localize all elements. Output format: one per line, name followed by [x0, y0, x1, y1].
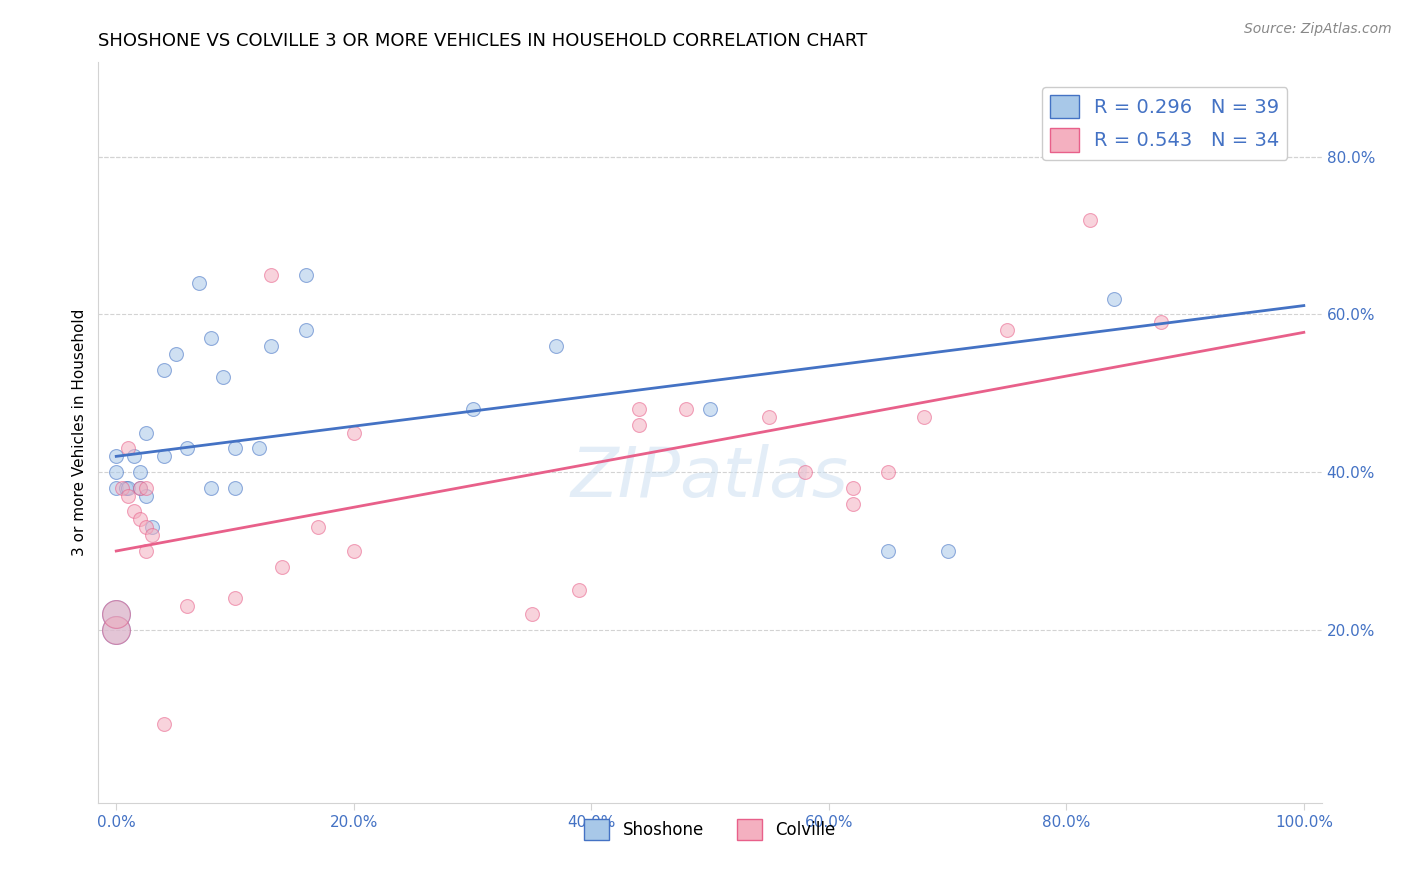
Point: [295, 268, 318, 282]
Point: [936, 543, 959, 558]
Point: [758, 409, 780, 424]
Point: [176, 599, 198, 613]
Point: [627, 417, 650, 432]
Point: [111, 481, 134, 495]
Point: [544, 339, 567, 353]
Point: [152, 362, 174, 376]
Point: [122, 504, 145, 518]
Point: [259, 268, 281, 282]
Text: Source: ZipAtlas.com: Source: ZipAtlas.com: [1244, 22, 1392, 37]
Point: [135, 520, 157, 534]
Point: [129, 481, 152, 495]
Point: [135, 425, 157, 440]
Point: [117, 481, 139, 495]
Y-axis label: 3 or more Vehicles in Household: 3 or more Vehicles in Household: [72, 309, 87, 557]
Point: [212, 370, 235, 384]
Point: [141, 528, 163, 542]
Point: [105, 607, 128, 621]
Point: [135, 481, 157, 495]
Point: [343, 543, 366, 558]
Point: [152, 717, 174, 731]
Point: [841, 496, 863, 510]
Point: [224, 442, 246, 456]
Point: [912, 409, 935, 424]
Point: [224, 481, 246, 495]
Point: [295, 323, 318, 337]
Point: [307, 520, 329, 534]
Point: [122, 449, 145, 463]
Text: SHOSHONE VS COLVILLE 3 OR MORE VEHICLES IN HOUSEHOLD CORRELATION CHART: SHOSHONE VS COLVILLE 3 OR MORE VEHICLES …: [98, 32, 868, 50]
Point: [117, 489, 139, 503]
Point: [841, 481, 863, 495]
Point: [105, 449, 128, 463]
Point: [105, 481, 128, 495]
Point: [271, 559, 294, 574]
Point: [114, 481, 136, 495]
Point: [129, 481, 152, 495]
Point: [200, 481, 222, 495]
Point: [200, 331, 222, 345]
Legend: Shoshone, Colville: Shoshone, Colville: [578, 813, 842, 847]
Point: [135, 489, 157, 503]
Point: [105, 465, 128, 479]
Point: [247, 442, 270, 456]
Point: [259, 339, 281, 353]
Point: [188, 276, 211, 290]
Point: [520, 607, 543, 621]
Point: [176, 442, 198, 456]
Point: [1102, 292, 1125, 306]
Point: [461, 402, 484, 417]
Point: [568, 583, 591, 598]
Point: [1078, 213, 1101, 227]
Point: [627, 402, 650, 417]
Point: [141, 520, 163, 534]
Point: [794, 465, 817, 479]
Point: [129, 512, 152, 526]
Text: ZIPatlas: ZIPatlas: [571, 443, 849, 510]
Point: [343, 425, 366, 440]
Point: [877, 465, 900, 479]
Point: [165, 347, 187, 361]
Point: [224, 591, 246, 605]
Point: [117, 442, 139, 456]
Point: [995, 323, 1018, 337]
Point: [877, 543, 900, 558]
Point: [152, 449, 174, 463]
Point: [699, 402, 721, 417]
Point: [1150, 315, 1173, 329]
Point: [105, 623, 128, 637]
Point: [105, 607, 128, 621]
Point: [105, 623, 128, 637]
Point: [1139, 134, 1161, 148]
Point: [135, 543, 157, 558]
Point: [675, 402, 697, 417]
Point: [129, 465, 152, 479]
